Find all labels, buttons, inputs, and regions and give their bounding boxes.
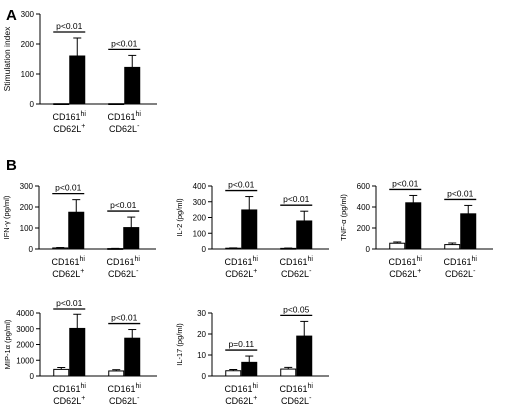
category-label-line2: CD62L+ <box>53 395 85 404</box>
y-tick-label: 400 <box>357 203 371 212</box>
category-label-line1: CD161hi <box>53 383 87 394</box>
category-label-line2: CD62L- <box>445 268 476 279</box>
category-label-line2: CD62L- <box>108 268 139 279</box>
category-label-line1: CD161hi <box>280 256 314 267</box>
bar-filled <box>460 213 477 250</box>
p-value-label: p<0.01 <box>56 298 83 308</box>
bar-filled <box>69 55 86 105</box>
panel-label-b: B <box>6 157 17 174</box>
p-value-label: p<0.01 <box>111 313 138 323</box>
category-label-line1: CD161hi <box>53 111 87 122</box>
y-tick-label: 10 <box>197 351 206 360</box>
p-value-label: p<0.01 <box>447 188 474 198</box>
p-value-label: p<0.01 <box>111 38 138 48</box>
p-value-label: p<0.05 <box>283 304 310 314</box>
y-tick-label: 300 <box>21 10 35 19</box>
y-tick-label: 0 <box>366 245 371 254</box>
y-tick-label: 200 <box>20 203 34 212</box>
bar-open <box>444 244 461 250</box>
category-label-line2: CD62L- <box>109 395 140 404</box>
chart-4: 0 1000 2000 3000 4000 MIP-1α (pg/ml) p<0.01 CD1… <box>3 298 157 404</box>
category-label-line1: CD161hi <box>107 256 141 267</box>
category-label-line2: CD62L- <box>281 268 312 279</box>
y-tick-label: 20 <box>197 330 206 339</box>
y-tick-label: 4000 <box>16 309 34 318</box>
bar-filled <box>241 209 258 250</box>
bar-filled <box>405 202 422 250</box>
y-axis-label: TNF-α (pg/ml) <box>339 194 348 241</box>
category-label-line2: CD62L+ <box>225 268 257 279</box>
category-label-line1: CD161hi <box>108 111 142 122</box>
p-value-label: p<0.01 <box>56 21 83 31</box>
y-tick-label: 400 <box>193 182 207 191</box>
bar-open <box>225 370 242 377</box>
y-tick-label: 2000 <box>16 341 34 350</box>
y-tick-label: 200 <box>357 224 371 233</box>
y-tick-label: 100 <box>20 224 34 233</box>
bar-filled <box>123 227 140 250</box>
bar-filled <box>68 211 85 250</box>
category-label-line1: CD161hi <box>225 383 259 394</box>
category-label-line2: CD62L+ <box>389 268 421 279</box>
y-tick-label: 0 <box>202 245 207 254</box>
category-label-line1: CD161hi <box>225 256 259 267</box>
y-tick-label: 200 <box>21 40 35 49</box>
y-axis-label: IL-17 (pg/ml) <box>175 323 184 366</box>
bar-open <box>389 242 406 250</box>
category-label-line1: CD161hi <box>52 256 86 267</box>
bar-open <box>53 103 70 105</box>
y-axis-label: IL-2 (pg/ml) <box>175 198 184 237</box>
y-tick-label: 100 <box>21 70 35 79</box>
category-label-line2: CD62L+ <box>53 123 85 134</box>
y-tick-label: 0 <box>30 372 35 381</box>
chart-0: 0 100 200 300 Stimulation index p<0.01 CD161hi… <box>2 10 157 134</box>
y-axis-label: IFN-γ (pg/ml) <box>2 195 11 239</box>
category-label-line1: CD161hi <box>444 256 478 267</box>
p-value-label: p<0.01 <box>392 178 419 188</box>
category-label-line2: CD62L- <box>109 123 140 134</box>
p-value-label: p<0.01 <box>110 200 137 210</box>
y-tick-label: 30 <box>197 309 206 318</box>
bar-filled <box>296 335 313 377</box>
bar-filled <box>296 220 313 250</box>
bar-filled <box>69 327 86 377</box>
category-label-line1: CD161hi <box>389 256 423 267</box>
bar-open <box>108 103 125 105</box>
y-tick-label: 600 <box>357 182 371 191</box>
p-value-label: p<0.01 <box>283 194 310 204</box>
bar-open <box>280 368 297 377</box>
p-value-label: p<0.01 <box>228 180 255 190</box>
p-value-label: p<0.01 <box>55 183 82 193</box>
bar-open <box>53 368 70 377</box>
bar-open <box>108 370 125 377</box>
y-tick-label: 3000 <box>16 325 34 334</box>
category-label-line2: CD62L+ <box>52 268 84 279</box>
y-tick-label: 100 <box>193 229 207 238</box>
category-label-line2: CD62L+ <box>225 395 257 404</box>
category-label-line1: CD161hi <box>280 383 314 394</box>
y-tick-label: 0 <box>30 100 35 109</box>
y-tick-label: 1000 <box>16 356 34 365</box>
bar-filled <box>124 66 141 105</box>
bar-filled <box>124 337 141 377</box>
bar-filled <box>241 361 258 377</box>
y-tick-label: 0 <box>29 245 34 254</box>
category-label-line2: CD62L- <box>281 395 312 404</box>
y-tick-label: 200 <box>193 214 207 223</box>
y-tick-label: 0 <box>202 372 207 381</box>
category-label-line1: CD161hi <box>108 383 142 394</box>
y-tick-label: 300 <box>20 182 34 191</box>
bar-open <box>52 247 69 250</box>
y-axis-label: Stimulation index <box>2 26 12 91</box>
y-tick-label: 300 <box>193 198 207 207</box>
p-value-label: p=0.11 <box>228 339 254 349</box>
y-axis-label: MIP-1α (pg/ml) <box>3 319 12 369</box>
panel-label-a: A <box>6 7 17 24</box>
